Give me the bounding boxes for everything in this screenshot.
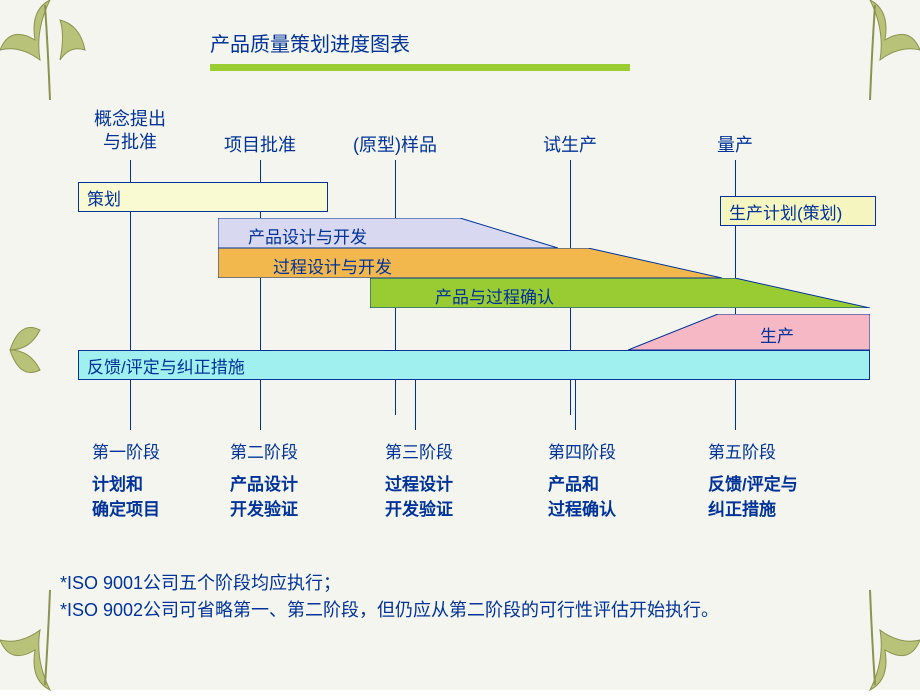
diagram-content: 产品质量策划进度图表 概念提出 与批准项目批准 (原型)样品 试生产 量产 策划产品设… [0, 0, 920, 690]
phase-prod-plan: 生产计划(策划) [720, 196, 876, 226]
milestone-label-0: 概念提出 与批准 [75, 108, 185, 155]
phase-planning: 策划 [78, 182, 328, 212]
stage-line-2 [415, 380, 416, 430]
stage-3: 第四阶段产品和 过程确认 [548, 440, 616, 523]
milestone-label-4: 量产 [680, 134, 790, 157]
footnote-text: *ISO 9001公司五个阶段均应执行；*ISO 9002公司可省略第一、第二阶… [60, 570, 719, 624]
chart-title: 产品质量策划进度图表 [210, 28, 410, 57]
stage-4: 第五阶段反馈/评定与 纠正措施 [708, 440, 798, 523]
stage-line-3 [575, 380, 576, 430]
stage-title-0: 第一阶段 [92, 440, 160, 466]
phase-production [628, 314, 870, 350]
title-underline [210, 64, 630, 71]
footnote-line: *ISO 9001公司五个阶段均应执行； [60, 570, 719, 597]
milestone-label-1: 项目批准 [205, 134, 315, 157]
stage-line-0 [130, 380, 131, 430]
stage-desc-4: 反馈/评定与 纠正措施 [708, 472, 798, 523]
stage-title-4: 第五阶段 [708, 440, 798, 466]
stage-title-1: 第二阶段 [230, 440, 298, 466]
stage-title-3: 第四阶段 [548, 440, 616, 466]
footnote-line: *ISO 9002公司可省略第一、第二阶段，但仍应从第二阶段的可行性评估开始执行… [60, 597, 719, 624]
stage-desc-2: 过程设计 开发验证 [385, 472, 453, 523]
stage-desc-1: 产品设计 开发验证 [230, 472, 298, 523]
phase-validation-label: 产品与过程确认 [435, 283, 554, 308]
phase-product-design-label: 产品设计与开发 [248, 223, 367, 248]
stage-1: 第二阶段产品设计 开发验证 [230, 440, 298, 523]
stage-line-1 [260, 380, 261, 430]
stage-0: 第一阶段计划和 确定项目 [92, 440, 160, 523]
stage-desc-3: 产品和 过程确认 [548, 472, 616, 523]
milestone-label-2: (原型)样品 [340, 134, 450, 157]
phase-feedback: 反馈/评定与纠正措施 [78, 350, 870, 380]
stage-title-2: 第三阶段 [385, 440, 453, 466]
stage-line-4 [735, 380, 736, 430]
phase-process-design-label: 过程设计与开发 [273, 253, 392, 278]
milestone-label-3: 试生产 [515, 134, 625, 157]
stage-2: 第三阶段过程设计 开发验证 [385, 440, 453, 523]
phase-production-label: 生产 [760, 322, 794, 347]
stage-desc-0: 计划和 确定项目 [92, 472, 160, 523]
